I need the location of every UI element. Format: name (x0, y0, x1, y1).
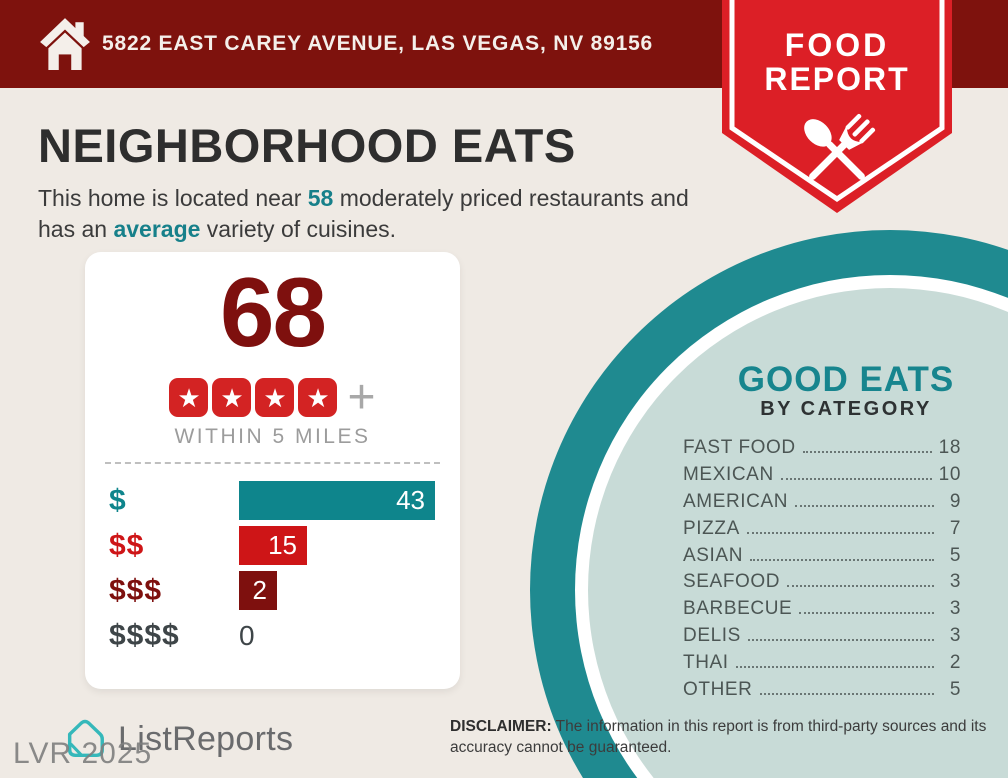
price-level-bar-chart: $ 43 $$ 15 $$$ 2 $$$$ 0 (85, 478, 460, 658)
list-item: DELIS 3 (683, 625, 961, 647)
list-item: THAI 2 (683, 652, 961, 674)
subtitle-text: variety of cuisines. (200, 216, 397, 242)
bar-value: 15 (268, 530, 297, 560)
dotted-leader (750, 558, 934, 561)
price-label: $ (109, 483, 127, 517)
category-name: FAST FOOD (683, 437, 796, 458)
dotted-leader (795, 504, 934, 507)
yelp-star-icon: ★ (255, 378, 295, 417)
bar: 2 (239, 571, 277, 610)
dotted-leader (735, 666, 934, 668)
category-count: 3 (949, 625, 961, 647)
restaurant-count-highlight: 58 (307, 185, 334, 211)
category-count: 5 (949, 544, 961, 566)
bar-row: $$$ 2 (85, 568, 460, 613)
category-count: 9 (949, 490, 961, 512)
category-count: 5 (949, 678, 961, 700)
category-name: THAI (683, 652, 729, 673)
list-item: BARBECUE 3 (683, 598, 961, 620)
plus-icon: + (347, 371, 376, 424)
good-eats-title: GOOD EATS (737, 360, 955, 399)
page-subtitle: This home is located near 58 moderately … (38, 183, 698, 245)
dotted-leader (799, 612, 934, 615)
price-label: $$ (109, 528, 145, 562)
bar-value-zero: 0 (239, 619, 255, 651)
stats-card: 68 ★ ★ ★ ★ + WITHIN 5 MILES $ 43 $$ 15 $… (85, 252, 460, 689)
yelp-star-icon: ★ (212, 378, 252, 417)
bar: 43 (239, 481, 435, 520)
dotted-leader (759, 692, 934, 695)
subtitle-text: moderately priced restaurants and has an (38, 185, 689, 242)
category-name: BARBECUE (683, 598, 793, 620)
dotted-divider (105, 462, 440, 464)
disclaimer-label: DISCLAIMER: (450, 718, 552, 735)
dotted-leader (787, 585, 934, 588)
yelp-star-icon: ★ (298, 378, 338, 417)
disclaimer: DISCLAIMER: The information in this repo… (450, 716, 1002, 758)
list-item: FAST FOOD 18 (683, 437, 961, 459)
listreports-logo: ListReports (62, 716, 293, 762)
dotted-leader (747, 639, 934, 642)
category-name: MEXICAN (683, 463, 774, 485)
radius-label: WITHIN 5 MILES (174, 425, 371, 448)
dotted-leader (780, 477, 932, 480)
food-report-badge: FOOD REPORT (722, 0, 952, 213)
good-eats-subtitle: BY CATEGORY (760, 398, 932, 420)
variety-highlight: average (113, 216, 201, 242)
bar-value: 43 (396, 485, 425, 515)
rating-stars: ★ ★ ★ ★ + (85, 371, 460, 424)
category-name: SEAFOOD (683, 571, 781, 593)
badge-line1: FOOD (785, 27, 889, 63)
bar-row: $ 43 (85, 478, 460, 523)
category-count: 10 (938, 463, 961, 485)
list-item: PIZZA 7 (683, 518, 961, 540)
price-label: $$$$ (109, 618, 180, 652)
bar-row: $$ 15 (85, 523, 460, 568)
property-address: 5822 EAST CAREY AVENUE, LAS VEGAS, NV 89… (102, 32, 654, 55)
category-count: 7 (949, 517, 961, 539)
list-item: OTHER 5 (683, 679, 961, 701)
yelp-star-icon: ★ (169, 378, 209, 417)
category-name: ASIAN (683, 544, 744, 566)
category-count: 3 (949, 598, 961, 620)
category-list: FAST FOOD 18 MEXICAN 10 AMERICAN 9 PIZZA 7 A… (683, 437, 961, 701)
bar-value: 2 (252, 575, 267, 605)
total-restaurants-value: 68 (219, 257, 327, 367)
watermark: LVR 2025 (13, 737, 153, 770)
category-name: DELIS (683, 625, 741, 647)
dotted-leader (746, 531, 934, 534)
list-item: ASIAN 5 (683, 545, 961, 567)
bar: 15 (239, 526, 307, 565)
category-name: OTHER (683, 678, 753, 700)
dotted-leader (802, 451, 932, 453)
page-title: NEIGHBORHOOD EATS (38, 119, 576, 172)
bar-row: $$$$ 0 (85, 613, 460, 658)
category-name: AMERICAN (683, 490, 789, 512)
home-icon (40, 18, 90, 70)
category-name: PIZZA (683, 517, 740, 539)
list-item: SEAFOOD 3 (683, 571, 961, 593)
price-label: $$$ (109, 573, 163, 607)
category-count: 18 (938, 437, 961, 458)
disclaimer-text: The information in this report is from t… (450, 718, 987, 756)
list-item: MEXICAN 10 (683, 464, 961, 486)
list-item: AMERICAN 9 (683, 491, 961, 513)
utensils-crossed-icon (804, 113, 876, 180)
category-count: 2 (949, 652, 961, 673)
listreports-house-icon (67, 719, 104, 758)
listreports-logo-text: ListReports (118, 719, 294, 758)
badge-line2: REPORT (764, 61, 909, 97)
category-count: 3 (949, 571, 961, 593)
subtitle-text: This home is located near (38, 185, 308, 211)
